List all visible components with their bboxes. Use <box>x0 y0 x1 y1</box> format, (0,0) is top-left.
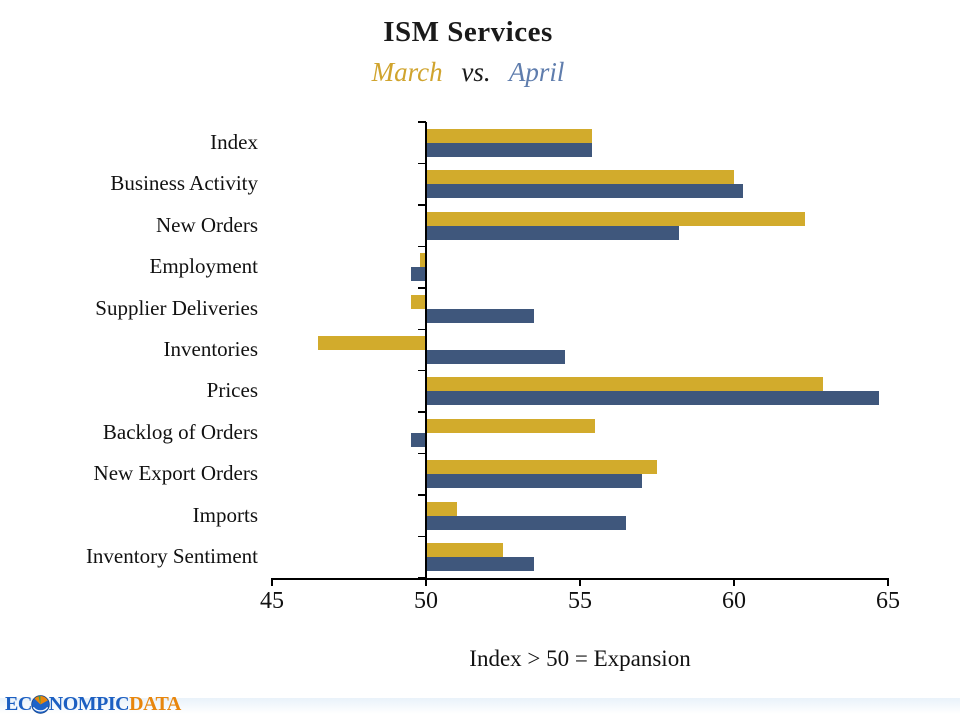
bar-april <box>410 267 426 282</box>
row-boundary-tick <box>418 535 426 538</box>
bar-march <box>426 543 503 558</box>
row-boundary-tick <box>418 245 426 248</box>
bar-april <box>426 557 534 572</box>
bar-march <box>410 294 426 309</box>
bar-april <box>426 184 744 199</box>
bar-march <box>426 460 657 475</box>
category-label: Backlog of Orders <box>102 419 258 444</box>
baseline-50-line <box>425 122 427 578</box>
category-label: New Orders <box>155 212 258 237</box>
bar-april <box>426 142 593 157</box>
row-boundary-tick <box>418 328 426 331</box>
category-label: New Export Orders <box>93 461 258 486</box>
x-axis-tick-label: 45 <box>260 588 284 614</box>
bar-march <box>426 128 593 143</box>
bar-march <box>426 418 596 433</box>
category-label: Prices <box>206 378 258 403</box>
row-boundary-tick <box>418 162 426 165</box>
subtitle-march: March <box>371 57 443 87</box>
bar-april <box>426 474 642 489</box>
category-label: Imports <box>192 502 258 527</box>
bar-march <box>318 336 426 350</box>
bar-march <box>419 253 426 268</box>
x-axis-tick-label: 65 <box>876 588 900 614</box>
subtitle-april: April <box>508 57 565 87</box>
chart-header: ISM Services March vs. April <box>0 16 936 88</box>
x-axis-tick <box>733 578 735 586</box>
row-boundary-tick <box>418 452 426 455</box>
x-axis-title: Index > 50 = Expansion <box>469 646 691 671</box>
x-axis-tick-label: 50 <box>414 588 438 614</box>
x-axis-tick <box>887 578 889 586</box>
x-axis-tick <box>271 578 273 586</box>
bar-march <box>426 377 824 392</box>
bar-april <box>426 515 627 530</box>
logo-text-data: DATA <box>129 693 181 715</box>
row-boundary-tick <box>418 369 426 372</box>
footer-logo: EC NOMPIC DATA <box>5 694 181 714</box>
category-label: Business Activity <box>110 171 258 196</box>
category-label: Inventory Sentiment <box>85 544 258 569</box>
subtitle-vs: vs. <box>461 57 491 87</box>
x-axis-tick <box>579 578 581 586</box>
x-axis-tick-label: 55 <box>568 588 592 614</box>
row-boundary-tick <box>418 494 426 496</box>
category-label: Inventories <box>163 337 258 361</box>
bar-april <box>426 308 534 323</box>
bar-march <box>426 501 457 516</box>
logo-text-nompic: NOMPIC <box>48 693 130 715</box>
category-label: Employment <box>149 254 259 279</box>
row-boundary-tick <box>418 204 426 206</box>
row-boundary-tick <box>418 121 426 123</box>
category-label: Index <box>210 129 258 154</box>
row-boundary-tick <box>418 287 426 289</box>
bar-april <box>410 432 426 447</box>
chart-title: ISM Services <box>383 16 553 48</box>
logo-text-ec: EC <box>5 693 32 715</box>
bar-march <box>426 211 805 226</box>
x-axis-tick-label: 60 <box>722 588 746 614</box>
row-boundary-tick <box>418 411 426 413</box>
globe-icon <box>31 694 50 714</box>
chart-subtitle: March vs. April <box>0 57 936 88</box>
bar-april <box>426 225 679 240</box>
bar-april <box>426 391 879 406</box>
category-label: Supplier Deliveries <box>95 295 258 320</box>
bar-march <box>426 170 734 185</box>
footer-gradient-band <box>0 698 960 714</box>
bar-april <box>426 350 565 364</box>
x-axis-tick <box>425 578 427 586</box>
